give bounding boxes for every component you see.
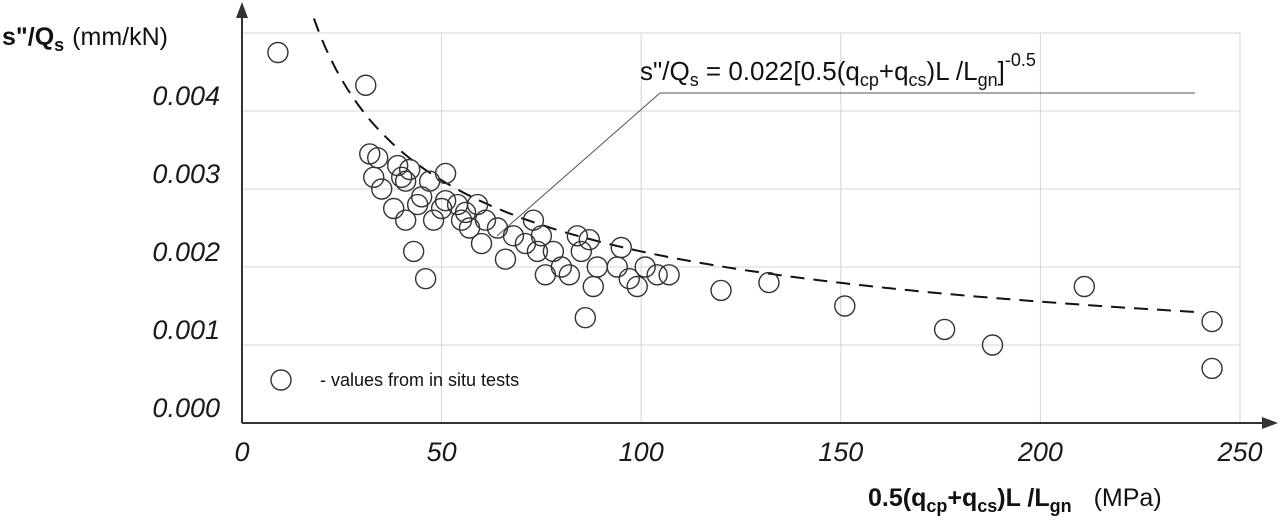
data-point xyxy=(394,170,417,192)
data-points xyxy=(267,41,1223,380)
equation-d: )L /L xyxy=(927,56,978,86)
data-point xyxy=(514,232,537,255)
data-point xyxy=(1073,275,1096,298)
x-axis-arrow xyxy=(1262,417,1278,429)
data-point xyxy=(414,268,437,290)
y-axis-title-unit: (mm/kN) xyxy=(72,23,168,51)
data-point xyxy=(394,209,417,231)
data-point xyxy=(542,240,565,263)
equation-c: +q xyxy=(879,56,909,86)
data-point xyxy=(359,143,381,165)
data-point xyxy=(634,256,656,278)
legend-label: - values from in situ tests xyxy=(320,370,519,390)
data-point xyxy=(570,240,593,263)
axes xyxy=(236,2,1278,429)
data-point xyxy=(626,275,648,298)
equation-leader-line xyxy=(496,92,1195,237)
data-point xyxy=(434,162,457,185)
data-point xyxy=(658,264,680,286)
data-point xyxy=(371,178,393,200)
x-axis-title: 0.5(qcp+qcs)L /Lgn (MPa) xyxy=(868,484,1162,516)
y-axis-title: s"/Qs (mm/kN) xyxy=(2,23,168,55)
y-axis-title-sub: s xyxy=(54,35,64,55)
fit-equation: s"/Qs = 0.022[0.5(qcp+qcs)L /Lgn]-0.5 xyxy=(640,50,1036,90)
data-point xyxy=(710,279,732,302)
equation-b-sub: cp xyxy=(860,70,879,90)
y-tick-label: 0.002 xyxy=(152,237,220,267)
data-point xyxy=(530,225,553,247)
equation-b: = 0.022[0.5(q xyxy=(699,56,860,86)
data-point xyxy=(1201,310,1223,333)
data-point xyxy=(470,232,493,255)
data-point xyxy=(406,193,429,216)
x-tick-label: 100 xyxy=(619,437,664,467)
tick-labels: 0 50 100 150 200 250 0.000 0.001 0.002 0.003 0.004 xyxy=(152,81,1262,467)
data-point xyxy=(418,170,441,192)
data-point xyxy=(502,225,525,247)
x-tick-label: 250 xyxy=(1216,437,1262,467)
data-point xyxy=(390,166,413,189)
data-point xyxy=(367,147,389,169)
data-point xyxy=(422,209,445,231)
x-axis-title-sub3: gn xyxy=(1050,496,1072,516)
x-tick-label: 150 xyxy=(818,437,863,467)
data-point xyxy=(758,271,780,294)
data-point xyxy=(402,240,425,263)
equation-sup: -0.5 xyxy=(1005,50,1036,70)
data-point xyxy=(434,189,457,212)
data-point xyxy=(618,268,640,290)
data-point xyxy=(534,264,557,286)
equation-c-sub: cs xyxy=(909,70,927,90)
x-axis-title-sub2: cs xyxy=(977,496,997,516)
data-point xyxy=(610,236,632,259)
x-tick-label: 0 xyxy=(234,437,249,467)
data-point xyxy=(578,228,601,251)
data-point xyxy=(474,209,497,231)
x-axis-title-sub1: cp xyxy=(926,496,947,516)
data-point xyxy=(646,264,668,286)
equation-a: s"/Q xyxy=(640,56,690,86)
data-point xyxy=(267,41,289,64)
equation-a-sub: s xyxy=(690,70,699,90)
data-point xyxy=(933,318,956,341)
y-tick-label: 0.001 xyxy=(152,315,220,345)
y-axis-arrow xyxy=(236,2,248,18)
x-axis-title-main: 0.5(q xyxy=(868,484,926,512)
y-tick-label: 0.003 xyxy=(152,159,220,189)
x-tick-label: 200 xyxy=(1017,437,1063,467)
data-point xyxy=(410,186,433,208)
equation-e: ] xyxy=(998,56,1005,86)
data-point xyxy=(386,154,409,177)
data-point xyxy=(355,74,377,96)
data-point xyxy=(558,264,581,286)
data-point xyxy=(834,295,856,317)
x-axis-title-unit: (MPa) xyxy=(1094,484,1162,512)
data-point xyxy=(466,193,489,216)
data-point xyxy=(566,225,589,247)
data-point xyxy=(526,240,549,263)
data-point xyxy=(398,158,421,181)
data-point xyxy=(582,275,604,298)
legend-marker xyxy=(270,369,292,391)
data-point xyxy=(382,197,405,220)
grid xyxy=(242,32,1241,423)
equation-d-sub: gn xyxy=(978,70,998,90)
data-point xyxy=(363,166,385,189)
x-axis-title-plus: +q xyxy=(947,484,977,512)
data-point xyxy=(550,256,573,278)
x-axis-title-mid: )L /L xyxy=(997,484,1049,512)
data-point xyxy=(981,334,1004,356)
x-tick-label: 50 xyxy=(427,437,457,467)
data-point xyxy=(494,248,517,270)
legend: - values from in situ tests xyxy=(270,369,519,391)
fit-curve xyxy=(312,18,1201,314)
y-tick-label: 0.004 xyxy=(152,81,220,111)
y-tick-label: 0.000 xyxy=(152,393,220,423)
data-point xyxy=(574,307,597,329)
y-axis-title-main: s"/Q xyxy=(2,23,54,51)
data-point xyxy=(1201,357,1223,380)
data-point xyxy=(454,201,477,224)
